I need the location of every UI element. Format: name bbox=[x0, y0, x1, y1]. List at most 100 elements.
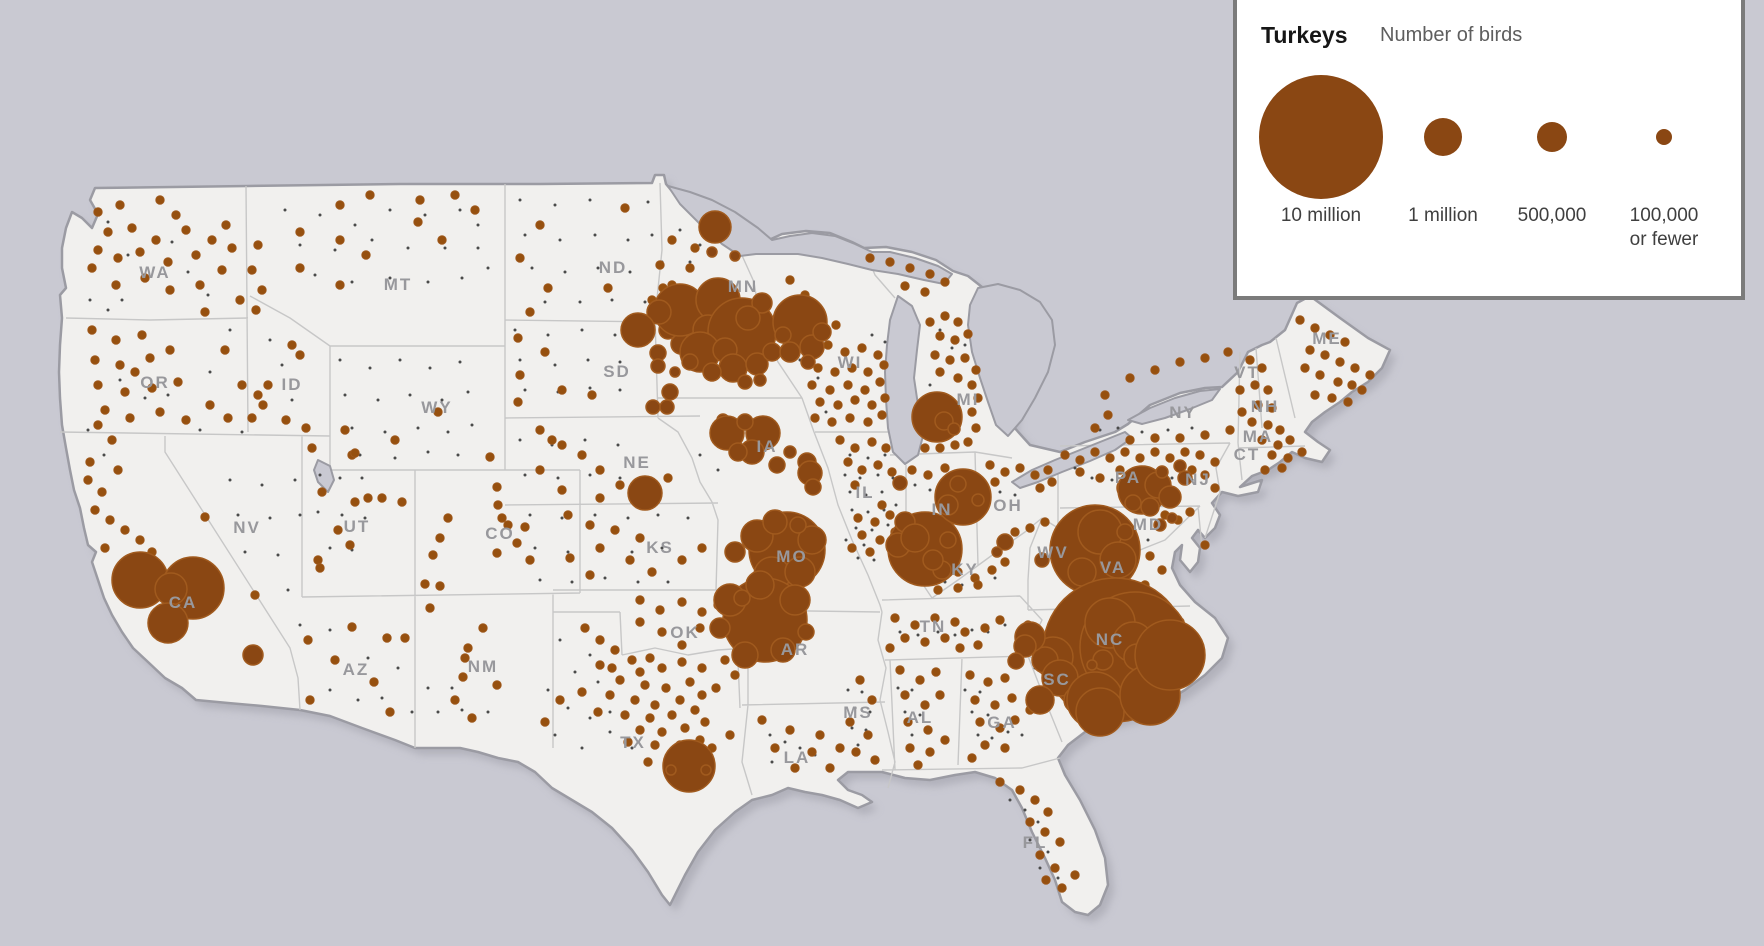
turkey-dot bbox=[995, 777, 1005, 787]
turkey-dot bbox=[835, 435, 845, 445]
turkey-dot bbox=[1030, 795, 1040, 805]
county-speck bbox=[1020, 733, 1024, 737]
county-speck bbox=[1008, 798, 1012, 802]
county-speck bbox=[856, 556, 860, 560]
county-speck bbox=[928, 488, 932, 492]
turkey-dot bbox=[171, 210, 181, 220]
state-labels-layer: WA OR ID MT WY NV UT CA AZ NM CO ND SD NE KS OK TX MN IA MO… bbox=[139, 258, 1339, 852]
state-label-ia: IA bbox=[757, 437, 778, 456]
turkey-dot bbox=[873, 350, 883, 360]
turkey-dot bbox=[205, 400, 215, 410]
county-speck bbox=[458, 208, 462, 212]
turkey-dot bbox=[967, 407, 977, 417]
turkey-dot bbox=[823, 340, 833, 350]
turkey-dot bbox=[90, 505, 100, 515]
turkey-bubble bbox=[1166, 512, 1178, 524]
turkey-dot bbox=[967, 380, 977, 390]
county-speck bbox=[928, 383, 932, 387]
county-speck bbox=[586, 358, 590, 362]
turkey-dot bbox=[492, 548, 502, 558]
county-speck bbox=[896, 686, 900, 690]
turkey-dot bbox=[420, 579, 430, 589]
county-speck bbox=[1116, 426, 1120, 430]
turkey-dot bbox=[1267, 450, 1277, 460]
turkey-dot bbox=[1150, 365, 1160, 375]
county-speck bbox=[1056, 876, 1060, 880]
state-label-mn: MN bbox=[728, 277, 758, 296]
turkey-dot bbox=[547, 435, 557, 445]
county-speck bbox=[768, 733, 772, 737]
turkey-dot bbox=[879, 360, 889, 370]
county-speck bbox=[593, 233, 597, 237]
county-speck bbox=[240, 430, 244, 434]
county-speck bbox=[910, 733, 914, 737]
turkey-dot bbox=[525, 307, 535, 317]
turkey-dot bbox=[105, 515, 115, 525]
turkey-dot bbox=[870, 755, 880, 765]
turkey-dot bbox=[428, 550, 438, 560]
turkey-bubble bbox=[650, 358, 666, 374]
turkey-dot bbox=[635, 595, 645, 605]
turkey-dot bbox=[635, 617, 645, 627]
county-speck bbox=[298, 623, 302, 627]
turkey-dot bbox=[135, 247, 145, 257]
turkey-dot bbox=[847, 543, 857, 553]
turkey-dot bbox=[935, 367, 945, 377]
county-speck bbox=[426, 450, 430, 454]
turkey-dot bbox=[535, 220, 545, 230]
county-speck bbox=[1023, 808, 1027, 812]
turkey-dot bbox=[661, 683, 671, 693]
turkey-dot bbox=[503, 520, 513, 530]
turkey-dot bbox=[247, 265, 257, 275]
county-speck bbox=[628, 270, 632, 274]
turkey-dot bbox=[895, 665, 905, 675]
turkey-dot bbox=[987, 565, 997, 575]
turkey-dot bbox=[525, 555, 535, 565]
turkey-dot bbox=[155, 195, 165, 205]
county-speck bbox=[350, 426, 354, 430]
turkey-dot bbox=[935, 331, 945, 341]
turkey-dot bbox=[815, 397, 825, 407]
turkey-dot bbox=[1043, 807, 1053, 817]
state-label-wv: WV bbox=[1037, 543, 1068, 562]
turkey-dot bbox=[1070, 870, 1080, 880]
turkey-dot bbox=[93, 207, 103, 217]
turkey-dot bbox=[655, 260, 665, 270]
turkey-dot bbox=[925, 317, 935, 327]
turkey-dot bbox=[295, 350, 305, 360]
turkey-bubble bbox=[774, 326, 792, 344]
turkey-dot bbox=[593, 707, 603, 717]
county-speck bbox=[566, 706, 570, 710]
turkey-bubble bbox=[892, 475, 908, 491]
county-speck bbox=[106, 220, 110, 224]
turkey-dot bbox=[263, 380, 273, 390]
turkey-dot bbox=[1263, 385, 1273, 395]
county-speck bbox=[608, 710, 612, 714]
turkey-bubble bbox=[1116, 523, 1134, 541]
county-speck bbox=[910, 688, 914, 692]
turkey-dot bbox=[907, 465, 917, 475]
turkey-dot bbox=[147, 383, 157, 393]
county-speck bbox=[286, 588, 290, 592]
legend-scale-circles bbox=[1259, 75, 1672, 199]
turkey-bubble bbox=[922, 549, 944, 571]
state-label-ny: NY bbox=[1169, 403, 1197, 422]
turkey-dot bbox=[990, 477, 1000, 487]
turkey-bubble bbox=[242, 644, 264, 666]
state-label-ar: AR bbox=[781, 640, 810, 659]
turkey-dot bbox=[1125, 435, 1135, 445]
turkey-dot bbox=[875, 377, 885, 387]
turkey-bubble bbox=[1153, 518, 1167, 532]
turkey-dot bbox=[247, 413, 257, 423]
turkey-bubble bbox=[1173, 459, 1187, 473]
turkey-dot bbox=[827, 417, 837, 427]
turkey-dot bbox=[127, 223, 137, 233]
county-speck bbox=[298, 243, 302, 247]
turkey-dot bbox=[93, 245, 103, 255]
turkey-dot bbox=[577, 450, 587, 460]
turkey-dot bbox=[807, 380, 817, 390]
turkey-dot bbox=[253, 390, 263, 400]
turkey-dot bbox=[640, 680, 650, 690]
turkey-bubble bbox=[1034, 552, 1050, 568]
